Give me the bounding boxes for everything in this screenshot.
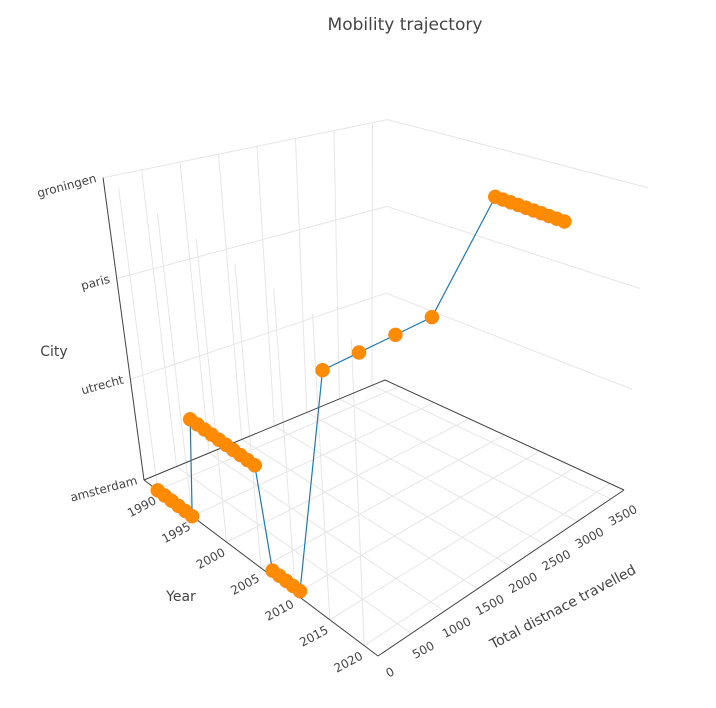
x-axis-title: Total distnace travelled <box>487 562 639 653</box>
floor-grid-year-2010 <box>295 450 540 595</box>
city-tick-label: amsterdam <box>69 473 139 504</box>
trajectory-point-21[interactable] <box>315 362 330 378</box>
wall-grid-distance-500 <box>141 169 178 467</box>
floor-grid-distance-2000 <box>274 425 512 567</box>
floor-grid-distance-500 <box>176 466 412 634</box>
floor-grid-year-2020 <box>363 483 611 647</box>
trajectory-line-layer <box>157 196 565 593</box>
trajectory-line <box>157 196 565 593</box>
floor-edge-back <box>143 379 386 481</box>
grid-line-year-2000 <box>195 238 228 543</box>
trajectory-point-15[interactable] <box>247 458 262 473</box>
year-tick-label: 2010 <box>263 597 297 624</box>
distance-tick-label: 500 <box>410 638 437 661</box>
distance-tick-label: 1500 <box>473 592 507 619</box>
grid-line-year-2005 <box>234 263 262 569</box>
axis-line-distance <box>377 489 625 657</box>
grid-layer <box>102 119 649 657</box>
year-tick-label: 2005 <box>228 571 262 598</box>
distance-tick-label: 3500 <box>606 502 640 529</box>
grid-line-year-2010 <box>273 288 296 594</box>
floor-grid-year-1990 <box>157 386 400 491</box>
wall-grid-distance-1500 <box>218 154 243 440</box>
grid-line-city-utrecht <box>130 292 633 390</box>
wall-grid-distance-2500 <box>294 138 308 413</box>
chart-title: Mobility trajectory <box>328 15 483 35</box>
y-axis-title: Year <box>165 589 196 605</box>
grid-line-year-1990 <box>118 187 159 491</box>
trajectory-point-20[interactable] <box>292 583 308 599</box>
trajectory-point-24[interactable] <box>424 309 440 325</box>
distance-tick-label: 3000 <box>573 525 607 552</box>
floor-grid-year-2000 <box>226 418 470 543</box>
wall-grid-distance-2000 <box>256 146 275 426</box>
year-tick-label: 2015 <box>297 623 331 650</box>
floor-grid-distance-2500 <box>306 411 545 545</box>
floor-grid-year-2015 <box>329 466 576 621</box>
grid-line-year-2015 <box>312 313 331 620</box>
floor-grid-year-2005 <box>260 434 505 569</box>
distance-tick-label: 2000 <box>506 569 540 596</box>
floor-edge-right <box>384 379 625 491</box>
grid-line-city-paris <box>116 205 641 289</box>
wall-grid-distance-1000 <box>179 161 210 454</box>
distance-tick-label: 0 <box>383 664 396 680</box>
trajectory-point-22[interactable] <box>351 345 367 360</box>
city-tick-label: utrecht <box>80 373 126 398</box>
wall-grid-distance-3000 <box>333 130 340 399</box>
floor-grid-distance-1500 <box>241 439 478 590</box>
trajectory-points[interactable] <box>150 189 572 599</box>
year-tick-label: 1990 <box>125 493 159 520</box>
floor-grid-distance-1000 <box>208 452 445 612</box>
trajectory-point-23[interactable] <box>388 327 403 343</box>
floor-grid-distance-3500 <box>371 384 611 500</box>
city-tick-label: paris <box>79 272 111 293</box>
trajectory-point-5[interactable] <box>184 508 200 524</box>
grid-line-year-2020 <box>350 338 365 646</box>
floor-grid-distance-3000 <box>339 398 578 522</box>
grid-line-city-groningen <box>102 119 649 189</box>
year-tick-label: 2020 <box>332 649 366 676</box>
trajectory-point-34[interactable] <box>557 214 572 229</box>
distance-tick-label: 2500 <box>540 547 574 574</box>
distance-tick-label: 1000 <box>440 614 474 641</box>
axis-line-city <box>102 177 145 481</box>
z-axis-title: City <box>40 344 67 360</box>
year-tick-label: 1995 <box>160 519 194 546</box>
year-tick-label: 2000 <box>194 545 228 572</box>
city-tick-label: groningen <box>36 171 98 200</box>
